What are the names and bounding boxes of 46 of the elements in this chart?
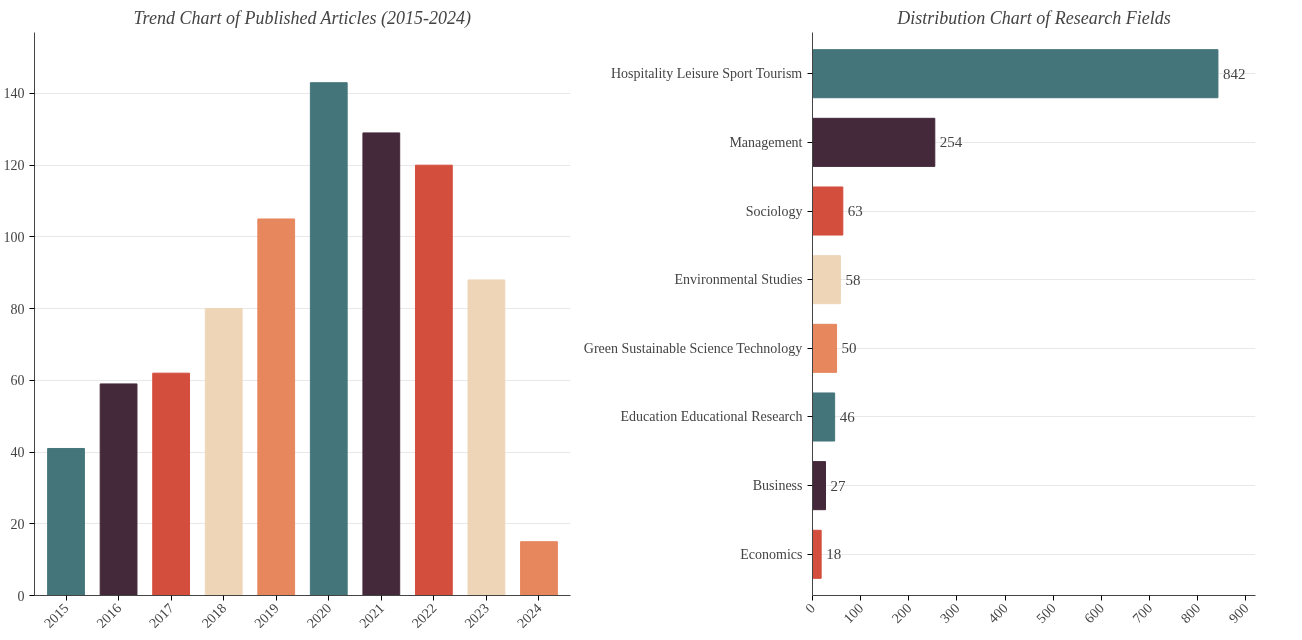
y-tick-label: 0	[17, 588, 25, 604]
y-tick-label: Sociology	[745, 203, 803, 219]
bar	[467, 279, 506, 596]
data-label: 46	[839, 408, 856, 425]
x-tick-label: 500	[1033, 600, 1059, 627]
y-tick-label: Economics	[740, 546, 803, 562]
x-tick-label: 0	[802, 600, 819, 617]
x-tick-label: 200	[889, 600, 915, 627]
x-tick-label: 600	[1081, 600, 1108, 627]
x-tick-label: 800	[1177, 600, 1204, 627]
y-tick-label: 120	[3, 158, 25, 174]
data-label: 254	[939, 134, 963, 151]
y-tick-label: 100	[3, 229, 25, 245]
bar	[414, 164, 453, 596]
x-tick-label: 700	[1129, 600, 1156, 627]
bar	[309, 82, 348, 596]
y-tick-label: 80	[10, 301, 25, 317]
bar	[362, 132, 401, 596]
data-label: 63	[847, 203, 863, 220]
y-tick-label: 20	[10, 516, 25, 532]
bar	[257, 218, 296, 596]
data-label: 50	[841, 340, 857, 357]
y-tick-label: Environmental Studies	[674, 272, 803, 288]
chart-title: Distribution Chart of Research Fields	[896, 7, 1171, 28]
data-label: 58	[845, 271, 861, 288]
y-tick-label: Education Educational Research	[620, 409, 803, 425]
x-tick-label: 400	[985, 600, 1011, 627]
x-tick-label: 900	[1226, 600, 1252, 627]
data-label: 842	[1222, 65, 1246, 82]
y-tick-label: Hospitality Leisure Sport Tourism	[611, 66, 803, 82]
y-tick-label: Business	[752, 478, 803, 494]
bar	[47, 447, 85, 596]
bar	[152, 372, 191, 596]
y-tick-label: Management	[729, 134, 803, 150]
y-tick-label: 40	[10, 445, 25, 461]
y-tick-label: Green Sustainable Science Technology	[583, 340, 803, 356]
data-label: 27	[830, 477, 846, 494]
bar	[520, 541, 558, 596]
y-tick-label: 140	[3, 86, 25, 102]
x-tick-label: 100	[840, 600, 867, 627]
x-tick-label: 300	[937, 600, 963, 627]
bar	[99, 383, 138, 596]
data-label: 18	[826, 546, 842, 563]
chart-title: Trend Chart of Published Articles (2015-2024)	[133, 7, 472, 29]
bar	[204, 308, 243, 596]
y-tick-label: 60	[10, 373, 25, 389]
